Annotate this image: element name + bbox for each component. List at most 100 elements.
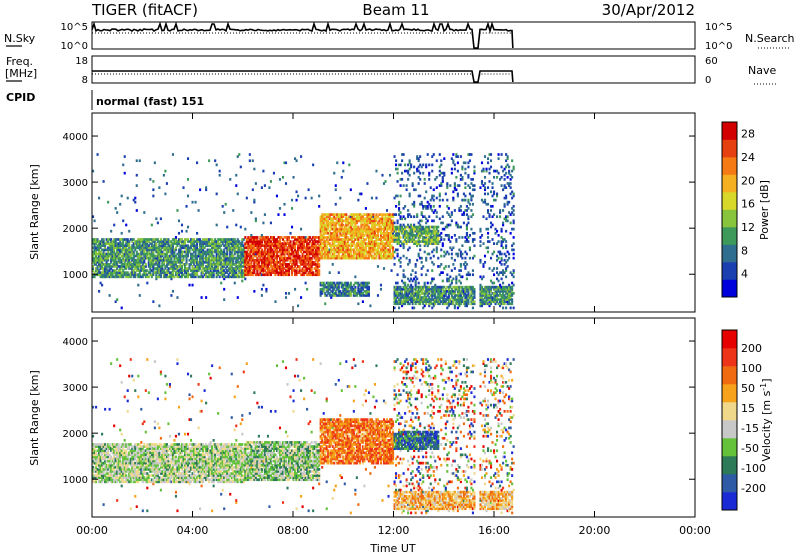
heatmap-cell [110, 273, 113, 277]
heatmap-cell [404, 298, 407, 301]
heatmap-cell [357, 219, 360, 223]
heatmap-cell [275, 244, 279, 248]
heatmap-cell [334, 227, 337, 231]
heatmap-cell [343, 250, 346, 254]
heatmap-cell [99, 252, 102, 256]
heatmap-cell [440, 248, 443, 252]
heatmap-cell [253, 167, 256, 171]
heatmap-cell [361, 254, 364, 258]
heatmap-cell [239, 254, 242, 258]
heatmap-cell [358, 250, 361, 254]
heatmap-cell [287, 252, 291, 256]
heatmap-cell [155, 263, 158, 266]
heatmap-cell [491, 194, 494, 198]
heatmap-cell [152, 267, 155, 270]
heatmap-cell [425, 221, 428, 225]
heatmap-cell [96, 240, 99, 243]
heatmap-cell [116, 250, 119, 254]
heatmap-cell [485, 298, 488, 301]
heatmap-cell [387, 256, 390, 260]
heatmap-cell [303, 246, 306, 250]
heatmap-cell [290, 198, 294, 202]
heatmap-cell [194, 240, 197, 243]
heatmap-cell [426, 238, 429, 241]
heatmap-cell [349, 219, 352, 223]
heatmap-cell [319, 294, 322, 297]
heatmap-cell [360, 221, 363, 225]
heatmap-cell [324, 294, 327, 297]
heatmap-cell [251, 273, 254, 277]
heatmap-cell [212, 256, 215, 260]
heatmap-cell [413, 298, 416, 301]
heatmap-cell [388, 223, 392, 227]
heatmap-cell [379, 227, 383, 231]
heatmap-cell [420, 273, 423, 277]
heatmap-cell [333, 256, 336, 260]
heatmap-cell [104, 248, 107, 252]
heatmap-cell [387, 213, 390, 216]
heatmap-cell [324, 248, 327, 252]
heatmap-cell [337, 287, 340, 291]
heatmap-cell [217, 263, 220, 266]
heatmap-cell [239, 269, 242, 272]
heatmap-cell [352, 234, 355, 237]
heatmap-cell [235, 184, 238, 187]
heatmap-cell [161, 258, 164, 262]
heatmap-cell [236, 246, 239, 250]
heatmap-cell [205, 256, 208, 260]
heatmap-cell [399, 236, 402, 239]
heatmap-cell [236, 267, 239, 270]
heatmap-cell [110, 275, 113, 279]
heatmap-cell [125, 267, 128, 270]
heatmap-cell [486, 231, 490, 235]
heatmap-cell [438, 285, 441, 289]
heatmap-cell [221, 273, 224, 277]
heatmap-cell [155, 217, 158, 221]
heatmap-cell [461, 285, 464, 289]
heatmap-cell [370, 227, 373, 231]
heatmap-cell [209, 275, 212, 279]
heatmap-cell [480, 287, 484, 291]
heatmap-cell [438, 287, 441, 291]
heatmap-cell [493, 192, 496, 196]
heatmap-cell [449, 215, 452, 219]
heatmap-cell [391, 254, 395, 258]
heatmap-cell [343, 225, 346, 229]
heatmap-cell [310, 246, 313, 250]
heatmap-cell [164, 254, 167, 258]
heatmap-cell [404, 225, 407, 229]
heatmap-cell [165, 256, 168, 260]
heatmap-cell [357, 198, 360, 202]
heatmap-cell [316, 267, 319, 270]
heatmap-cell [191, 269, 194, 272]
heatmap-cell [241, 256, 244, 260]
heatmap-cell [334, 229, 337, 233]
heatmap-cell [404, 231, 407, 235]
heatmap-cell [455, 277, 458, 281]
heatmap-cell [212, 273, 215, 277]
heatmap-cell [385, 219, 389, 223]
heatmap-cell [437, 289, 440, 293]
heatmap-cell [158, 240, 161, 243]
heatmap-cell [96, 273, 99, 277]
heatmap-cell [447, 223, 450, 227]
heatmap-cell [108, 254, 111, 258]
heatmap-cell [471, 184, 474, 187]
heatmap-cell [307, 254, 310, 258]
heatmap-cell [408, 296, 411, 299]
heatmap-cell [417, 298, 420, 301]
heatmap-cell [125, 256, 128, 260]
heatmap-cell [129, 273, 132, 277]
heatmap-cell [413, 306, 416, 310]
heatmap-cell [300, 227, 303, 231]
heatmap-cell [387, 240, 390, 243]
heatmap-cell [483, 186, 487, 189]
heatmap-cell [289, 244, 292, 248]
heatmap-cell [110, 260, 113, 264]
heatmap-cell [358, 294, 361, 297]
heatmap-cell [470, 198, 473, 202]
heatmap-cell [147, 248, 150, 252]
heatmap-cell [146, 269, 149, 272]
heatmap-cell [452, 161, 455, 165]
heatmap-cell [199, 258, 202, 262]
